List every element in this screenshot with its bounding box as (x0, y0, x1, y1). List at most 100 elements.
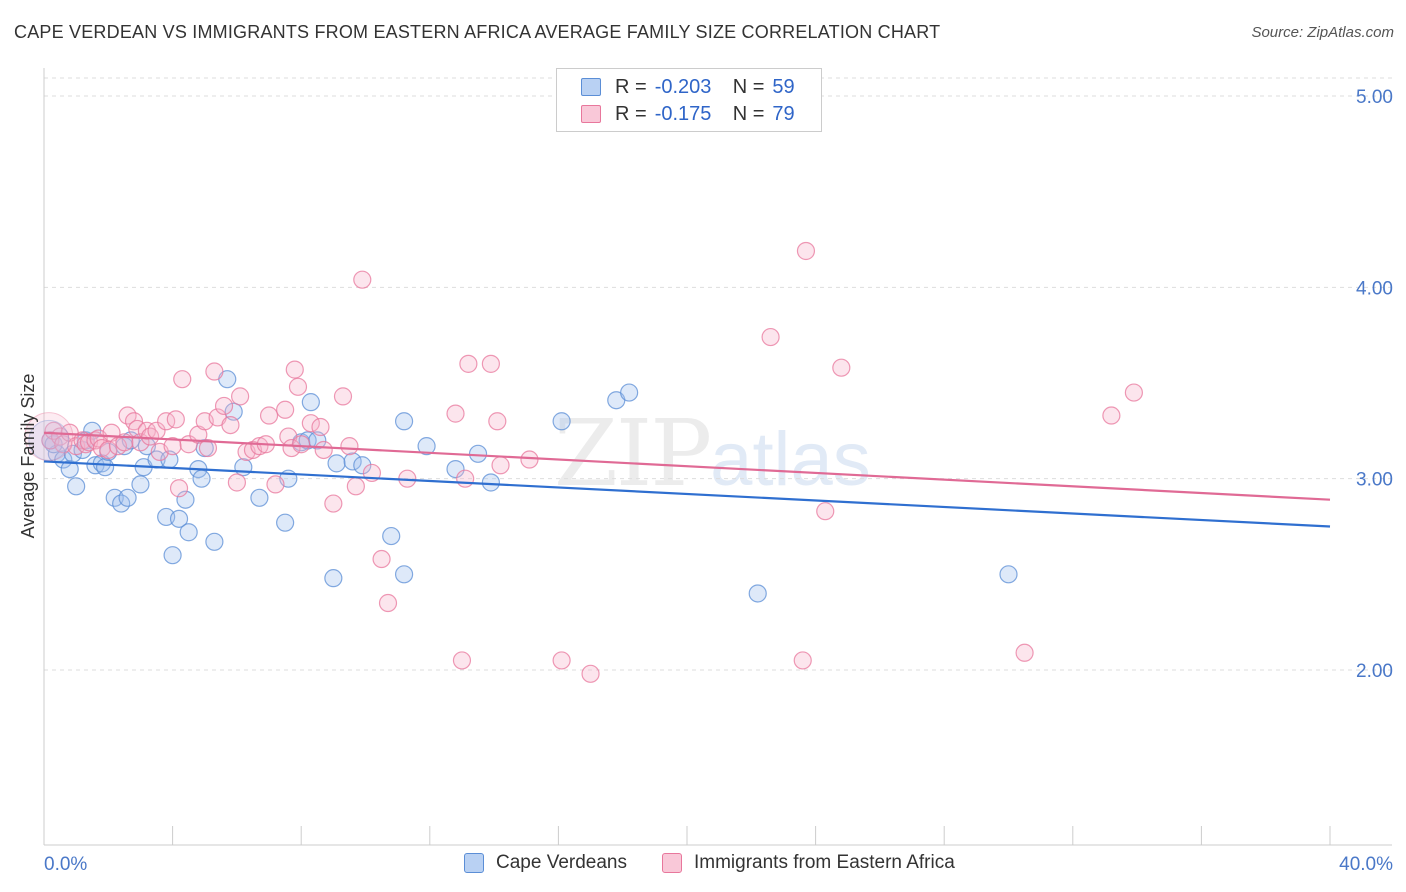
data-point (999, 565, 1018, 584)
data-point (92, 438, 111, 458)
grid-lines (44, 77, 1392, 671)
data-point (459, 354, 478, 373)
data-point (832, 358, 851, 377)
legend-swatch-blue (581, 78, 601, 96)
data-points (24, 241, 1143, 683)
data-point (816, 502, 835, 521)
data-point (378, 593, 398, 613)
data-point (333, 387, 353, 406)
data-point (481, 473, 500, 492)
data-point (488, 412, 507, 431)
data-point (118, 488, 137, 507)
chart-source: Source: ZipAtlas.com (1251, 24, 1394, 41)
data-point (324, 569, 343, 588)
data-point (169, 479, 189, 498)
data-point (1015, 643, 1034, 662)
n-value: 79 (772, 102, 795, 125)
data-point (276, 513, 295, 532)
data-point (311, 417, 330, 437)
data-point (282, 438, 301, 458)
data-point (285, 360, 304, 379)
r-label: R = (615, 102, 647, 125)
data-point (288, 377, 308, 396)
axes (43, 68, 1392, 846)
legend-swatch-pink (581, 105, 601, 123)
series-legend: Cape Verdeans Immigrants from Eastern Af… (0, 852, 1406, 878)
data-point (301, 414, 320, 433)
data-point (324, 494, 343, 513)
data-point (417, 437, 436, 456)
data-point (166, 410, 185, 429)
data-point (169, 509, 189, 528)
legend-swatch-pink (662, 853, 682, 873)
data-point (327, 454, 346, 473)
data-point (276, 400, 295, 419)
data-point (1124, 383, 1143, 402)
x-tick-label: 40.0% (1339, 854, 1393, 875)
legend-swatch-blue (464, 853, 484, 873)
data-point (266, 475, 285, 494)
data-point (234, 458, 253, 477)
series-eastern-africa (41, 241, 1143, 683)
data-point (205, 532, 224, 551)
data-point (131, 475, 150, 494)
stats-row-eastern-africa: R = -0.175 N = 79 (581, 101, 795, 127)
data-point (314, 440, 333, 460)
data-point (250, 437, 269, 456)
data-point (552, 412, 571, 431)
data-point (620, 383, 639, 402)
data-point (227, 473, 246, 492)
x-tick-label: 0.0% (44, 854, 87, 875)
data-point (491, 456, 510, 475)
stats-row-cape-verdeans: R = -0.203 N = 59 (581, 74, 795, 100)
data-point (761, 327, 780, 347)
trend-line-cape-verdeans (43, 460, 1331, 528)
legend-item-cape-verdeans[interactable]: Cape Verdeans (464, 852, 627, 874)
cluster-point (28, 419, 70, 461)
data-point (198, 438, 218, 458)
watermark-atlas: atlas (710, 417, 871, 502)
data-point (394, 565, 414, 584)
data-point (224, 402, 243, 421)
y-tick-label: 4.00 (1356, 278, 1393, 299)
data-point (581, 664, 600, 683)
data-point (214, 396, 234, 416)
data-point (353, 270, 372, 289)
data-point (173, 370, 192, 389)
data-point (67, 477, 86, 496)
data-point (552, 651, 571, 670)
data-point (179, 523, 198, 542)
data-point (176, 490, 195, 509)
legend-label: Cape Verdeans (496, 852, 627, 873)
data-point (54, 450, 73, 469)
data-point (99, 440, 118, 460)
legend-item-eastern-africa[interactable]: Immigrants from Eastern Africa (662, 852, 955, 874)
chart-title: CAPE VERDEAN VS IMMIGRANTS FROM EASTERN … (14, 22, 941, 42)
y-axis-label: Average Family Size (18, 374, 38, 539)
data-point (340, 437, 359, 456)
data-point (353, 456, 372, 475)
n-label: N = (732, 75, 765, 98)
data-point (372, 549, 391, 569)
data-point (95, 458, 115, 477)
legend-label: Immigrants from Eastern Africa (694, 852, 955, 873)
stats-legend: R = -0.203 N = 59 R = -0.175 N = 79 (556, 68, 822, 132)
axis-labels: 2.00 3.00 4.00 5.00 0.0% 40.0% Average Family … (18, 87, 1393, 875)
data-point (452, 651, 472, 670)
data-point (346, 477, 365, 496)
r-label: R = (615, 75, 647, 98)
data-point (192, 469, 211, 488)
data-point (205, 362, 224, 381)
data-point (221, 415, 240, 435)
r-value: -0.203 (654, 75, 712, 98)
data-point (163, 546, 182, 565)
data-point (163, 437, 182, 456)
data-point (301, 393, 320, 412)
data-point (60, 460, 79, 479)
y-tick-label: 5.00 (1356, 87, 1393, 108)
data-point (748, 584, 767, 603)
data-point (481, 354, 500, 373)
data-point (1102, 406, 1121, 425)
data-point (259, 406, 279, 425)
